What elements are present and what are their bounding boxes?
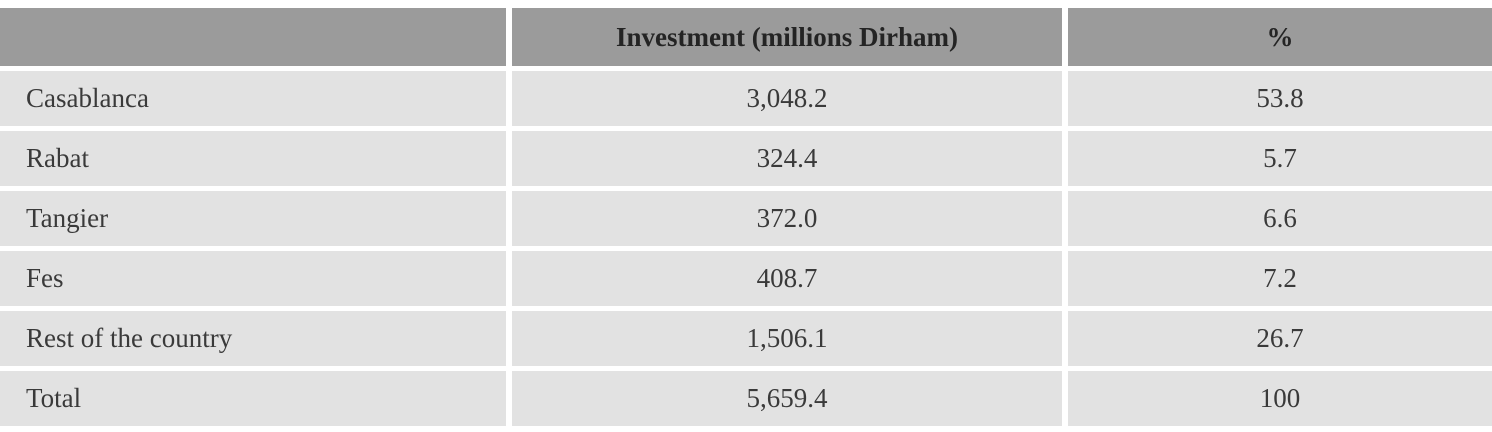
table-row: Rabat 324.4 5.7 (0, 131, 1492, 186)
row-percent-value: 100 (1068, 371, 1492, 426)
row-investment-value: 3,048.2 (512, 71, 1062, 126)
row-percent-value: 6.6 (1068, 191, 1492, 246)
table-row-total: Total 5,659.4 100 (0, 371, 1492, 426)
row-investment-value: 1,506.1 (512, 311, 1062, 366)
table-row: Tangier 372.0 6.6 (0, 191, 1492, 246)
row-percent-value: 53.8 (1068, 71, 1492, 126)
row-percent-value: 26.7 (1068, 311, 1492, 366)
header-cell-investment: Investment (millions Dirham) (512, 8, 1062, 66)
row-label: Fes (0, 251, 506, 306)
row-investment-value: 5,659.4 (512, 371, 1062, 426)
table-row: Rest of the country 1,506.1 26.7 (0, 311, 1492, 366)
table-row: Fes 408.7 7.2 (0, 251, 1492, 306)
row-investment-value: 408.7 (512, 251, 1062, 306)
row-percent-value: 5.7 (1068, 131, 1492, 186)
row-label: Tangier (0, 191, 506, 246)
row-label: Rabat (0, 131, 506, 186)
header-cell-percent: % (1068, 8, 1492, 66)
table-header-row: Investment (millions Dirham) % (0, 8, 1492, 66)
row-investment-value: 324.4 (512, 131, 1062, 186)
table-row: Casablanca 3,048.2 53.8 (0, 71, 1492, 126)
investment-by-city-table: Investment (millions Dirham) % Casablanc… (0, 8, 1492, 426)
row-label: Rest of the country (0, 311, 506, 366)
row-investment-value: 372.0 (512, 191, 1062, 246)
row-label: Total (0, 371, 506, 426)
row-percent-value: 7.2 (1068, 251, 1492, 306)
row-label: Casablanca (0, 71, 506, 126)
header-cell-empty (0, 8, 506, 66)
